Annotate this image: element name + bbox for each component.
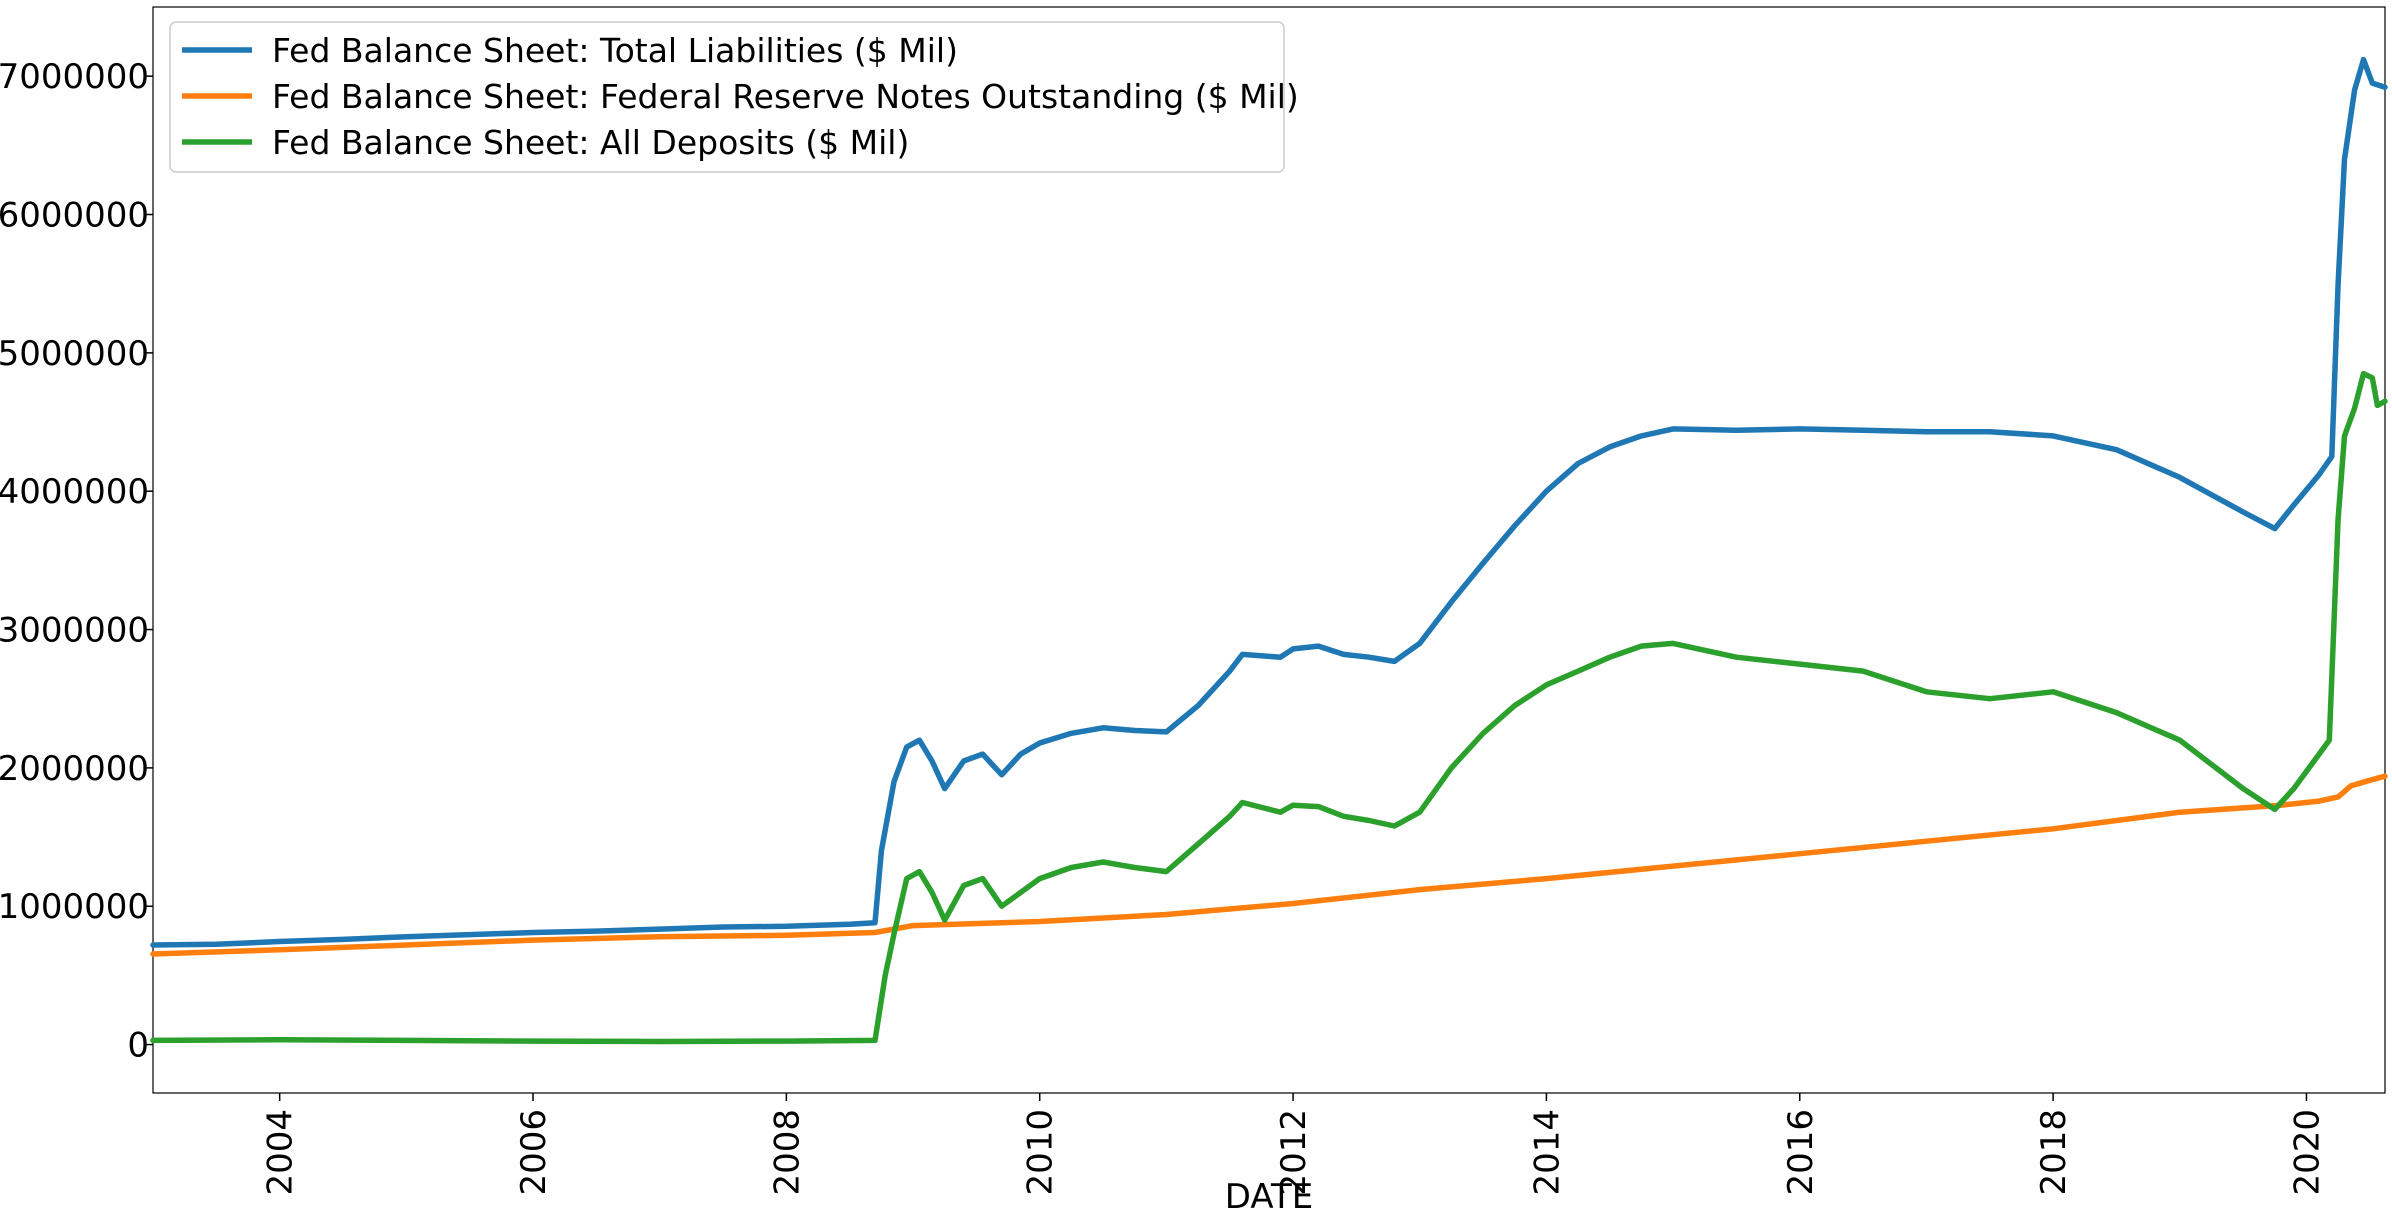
legend-box — [169, 21, 1285, 173]
y-tick-label: 0 — [127, 1026, 149, 1066]
legend: Fed Balance Sheet: Total Liabilities ($ … — [169, 21, 1299, 173]
series-line-1 — [150, 56, 2388, 948]
y-tick-label: 1000000 — [0, 887, 149, 927]
series-line-2 — [150, 773, 2388, 957]
x-tick-label: 2004 — [261, 1109, 301, 1196]
series-line-3 — [150, 370, 2388, 1045]
x-axis-ticks: 2004 2006 2008 2010 2012 2014 2016 2018 2020 — [261, 1093, 2327, 1196]
y-tick-label: 7000000 — [0, 57, 149, 97]
x-tick-label: 2010 — [1021, 1109, 1061, 1196]
y-tick-label: 4000000 — [0, 472, 149, 512]
x-tick-label: 2008 — [767, 1109, 807, 1196]
x-tick-label: 2014 — [1527, 1109, 1567, 1196]
x-axis-title: DATE — [1225, 1177, 1313, 1217]
legend-label-1: Fed Balance Sheet: Total Liabilities ($ … — [272, 31, 958, 70]
y-tick-label: 2000000 — [0, 749, 149, 789]
y-tick-label: 6000000 — [0, 196, 149, 236]
plot-frame — [152, 6, 2386, 1094]
y-tick-label: 3000000 — [0, 611, 149, 651]
legend-label-2: Fed Balance Sheet: Federal Reserve Notes… — [272, 77, 1299, 116]
x-tick-label: 2020 — [2287, 1109, 2327, 1196]
x-tick-label: 2006 — [514, 1109, 554, 1196]
y-tick-label: 5000000 — [0, 334, 149, 374]
x-tick-label: 2018 — [2034, 1109, 2074, 1196]
legend-label-3: Fed Balance Sheet: All Deposits ($ Mil) — [272, 123, 909, 162]
series-layer — [150, 56, 2388, 1045]
y-axis-ticks: 0 1000000 2000000 3000000 4000000 5000000 6000… — [0, 57, 153, 1066]
legend-entries: Fed Balance Sheet: Total Liabilities ($ … — [182, 31, 1299, 162]
x-tick-label: 2016 — [1781, 1109, 1821, 1196]
x-tick-label: 2012 — [1274, 1109, 1314, 1196]
